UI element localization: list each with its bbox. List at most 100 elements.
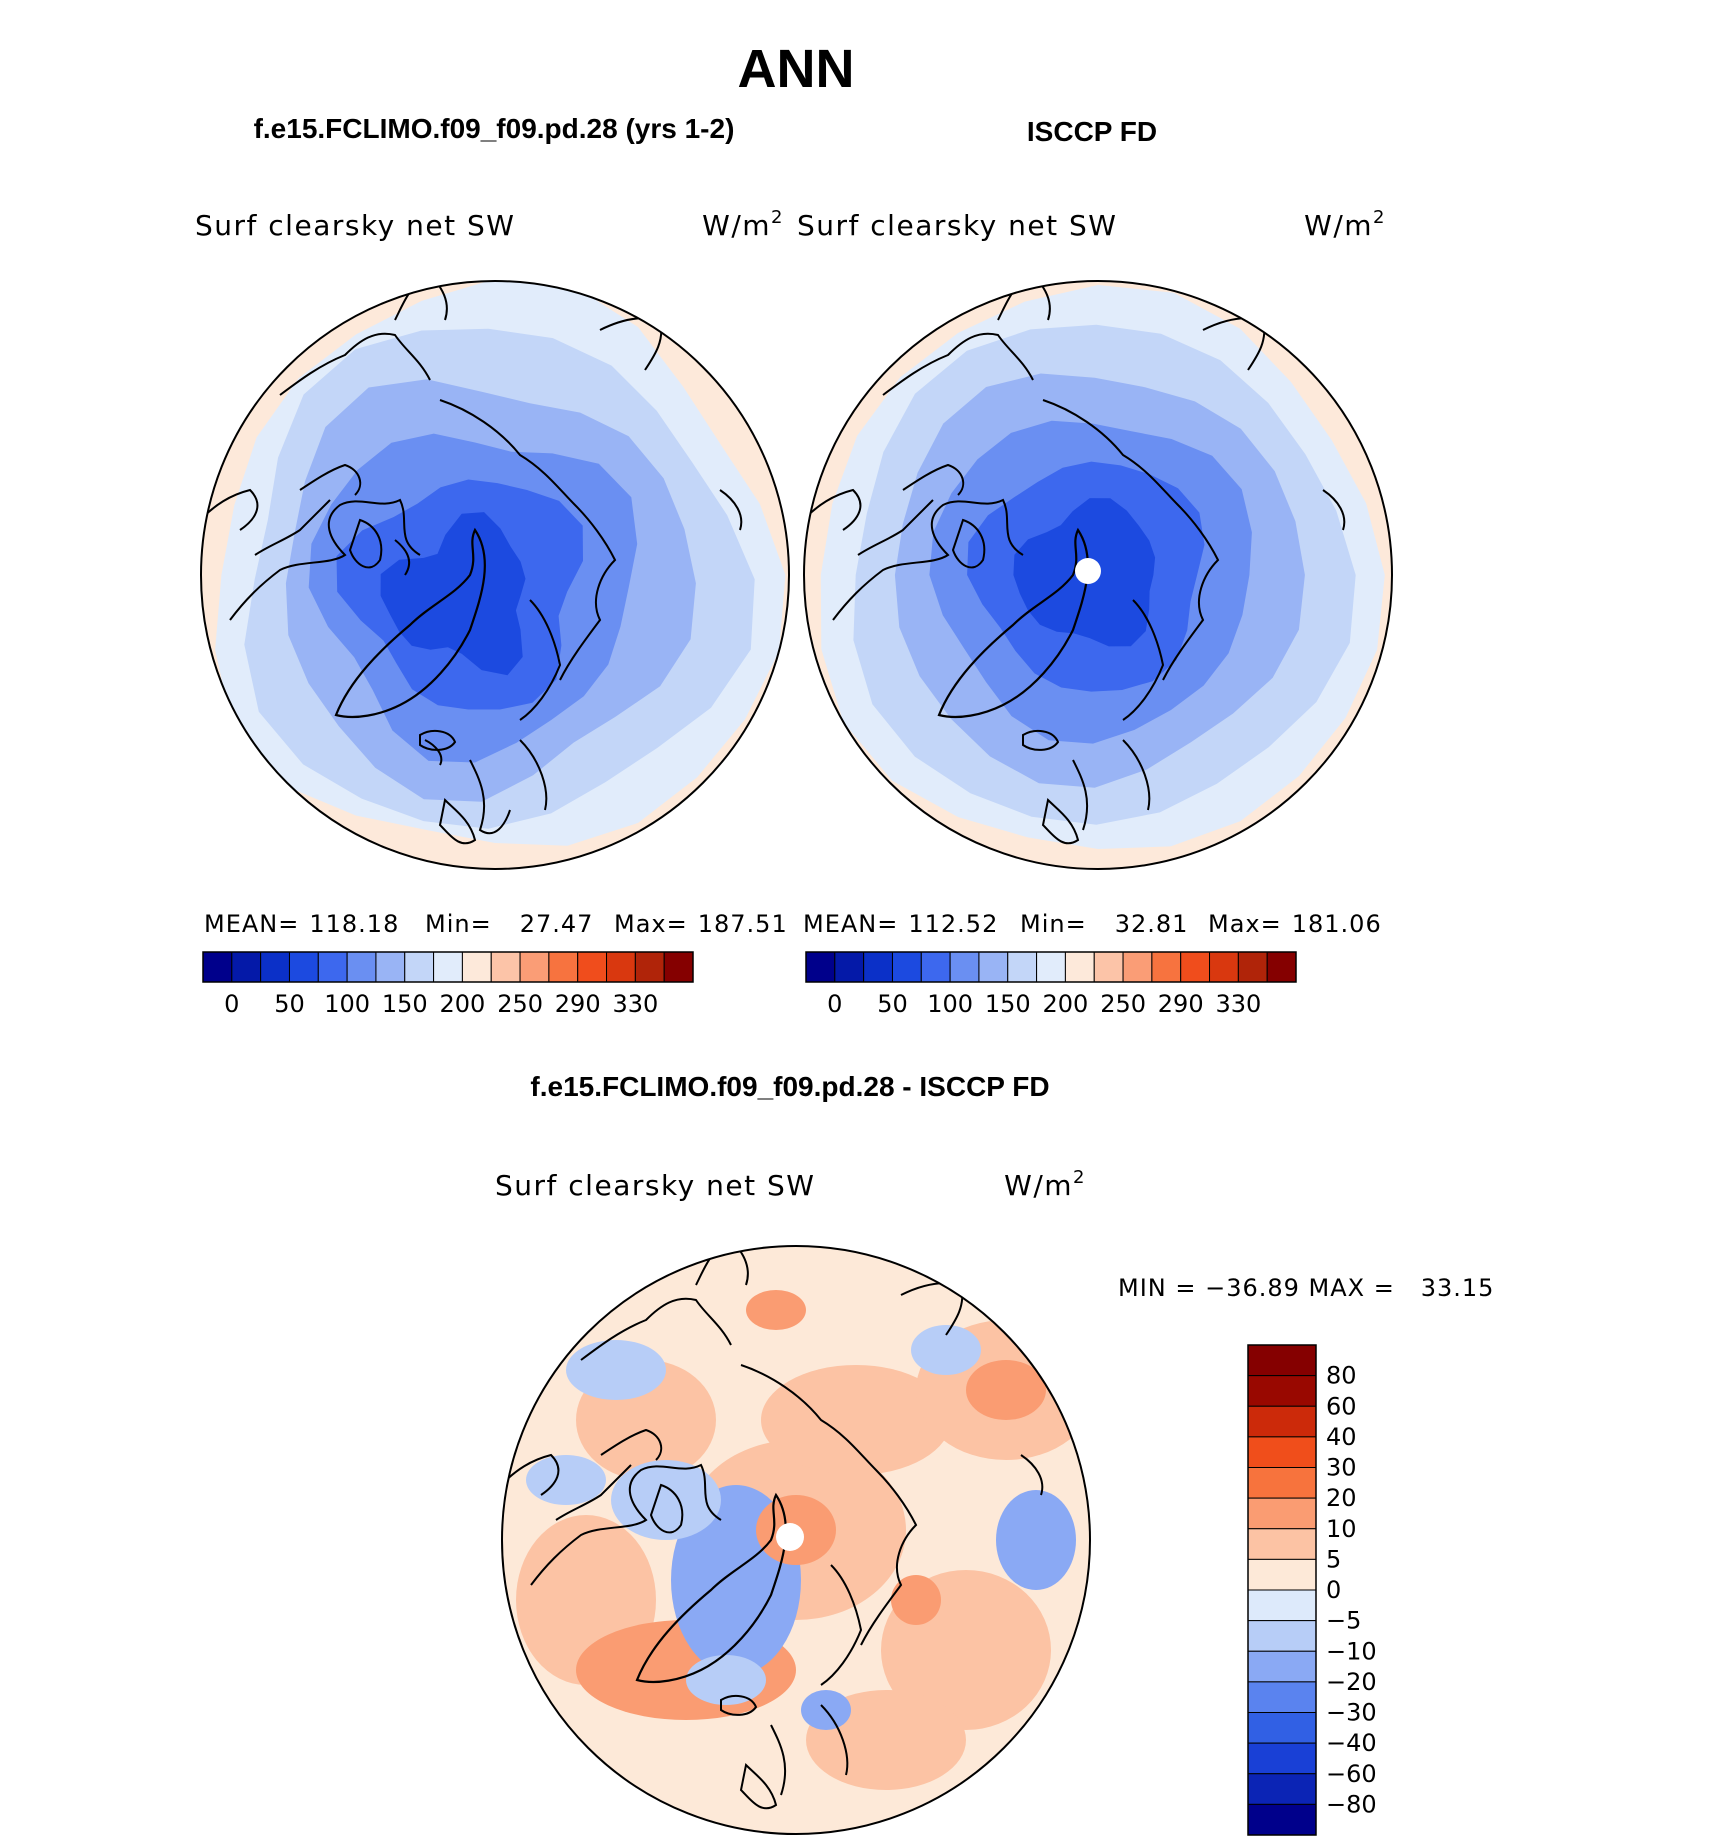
colorbar-swatch <box>834 951 865 983</box>
colorbar-tick-label: 100 <box>927 990 973 1018</box>
colorbar-swatch <box>1247 1742 1317 1775</box>
colorbar-tick-label: 150 <box>985 990 1031 1018</box>
colorbar-ticks: 0 50 100 150 200 250 290 330 <box>224 990 658 1018</box>
stats-max: Max= 181.06 <box>1208 910 1382 938</box>
colorbar-swatch <box>863 951 893 983</box>
coastline-iceland <box>1022 729 1060 751</box>
colorbar-swatch <box>1036 951 1066 983</box>
coastline-siberia <box>740 1364 918 1796</box>
colorbar-swatch <box>433 951 463 983</box>
coastline-canada <box>502 1428 722 1586</box>
contour-patch <box>746 1290 806 1330</box>
colorbar-tick-label: 60 <box>1326 1392 1357 1420</box>
colorbar-tick-label: 150 <box>382 990 428 1018</box>
colorbar-tick-label: 0 <box>1326 1576 1341 1604</box>
contour-patch <box>611 1460 721 1540</box>
contour-patch <box>996 1490 1076 1590</box>
colorbar-swatch <box>1237 951 1268 983</box>
colorbar-swatch <box>519 951 550 983</box>
map-polar <box>804 281 1392 869</box>
colorbar-swatch <box>1151 951 1182 983</box>
map-polar <box>201 281 789 869</box>
colorbar-tick-label: −40 <box>1326 1729 1377 1757</box>
colorbar-tick-label: 30 <box>1326 1454 1357 1482</box>
stats-line: MEAN= 112.52 <box>803 910 998 938</box>
coastline-siberia <box>439 399 617 835</box>
colorbar-swatch <box>288 951 319 983</box>
page-title: ANN <box>738 39 855 99</box>
contour-fill <box>516 1290 1090 1790</box>
contour-band <box>380 512 526 676</box>
units-label: W/m2 <box>1004 1167 1086 1202</box>
colorbar-frame <box>805 951 1297 983</box>
coastline-greenland <box>334 527 486 719</box>
contour-patch <box>566 1340 666 1400</box>
colorbar-swatch <box>1247 1405 1317 1438</box>
colorbar-swatch <box>260 951 290 983</box>
stats-max: Max= 187.51 <box>614 910 788 938</box>
colorbar-swatch <box>1064 951 1095 983</box>
colorbar-tick-label: 250 <box>497 990 543 1018</box>
coastline-alaska <box>279 281 448 396</box>
coastline-iceland <box>419 729 457 751</box>
units-label: W/m2 <box>1304 207 1386 242</box>
colorbar-swatch <box>1247 1497 1317 1530</box>
contour-patch <box>891 1575 941 1625</box>
coastline-uk <box>739 1762 778 1810</box>
contour-patch <box>526 1455 606 1505</box>
colorbar-swatch <box>1266 951 1297 983</box>
colorbar-tick-label: 100 <box>324 990 370 1018</box>
colorbar-ticks: 0 50 100 150 200 250 290 330 <box>827 990 1261 1018</box>
colorbar-swatch <box>606 951 636 983</box>
variable-label: Surf clearsky net SW <box>797 209 1117 242</box>
panel-model: f.e15.FCLIMO.f09_f09.pd.28 (yrs 1-2) Sur… <box>195 113 790 1018</box>
colorbar-swatch <box>1209 951 1239 983</box>
colorbar-swatch <box>548 951 579 983</box>
colorbar-tick-label: −30 <box>1326 1699 1377 1727</box>
contour-fill <box>215 281 786 846</box>
units-label: W/m2 <box>702 207 784 242</box>
colorbar-tick-label: 290 <box>555 990 601 1018</box>
colorbar-tick-label: −5 <box>1326 1607 1361 1635</box>
colorbar-tick-label: −80 <box>1326 1790 1377 1818</box>
colorbar-tick-label: 330 <box>612 990 658 1018</box>
colorbar-swatch <box>634 951 665 983</box>
colorbar-swatch <box>1122 951 1153 983</box>
colorbar-swatch <box>577 951 608 983</box>
map-border <box>803 280 1393 870</box>
colorbar-swatch <box>461 951 492 983</box>
map-border <box>200 280 790 870</box>
colorbar-swatch <box>231 951 262 983</box>
pole-missing-marker <box>776 1523 804 1551</box>
colorbar-swatch <box>1247 1803 1317 1836</box>
colorbar <box>202 951 694 983</box>
coastline-iceland <box>720 1694 758 1716</box>
colorbar-swatch <box>1247 1467 1317 1499</box>
panel-difference: f.e15.FCLIMO.f09_f09.pd.28 - ISCCP FD Su… <box>495 1071 1494 1836</box>
colorbar-tick-label: −20 <box>1326 1668 1377 1696</box>
colorbar-tick-label: −10 <box>1326 1637 1377 1665</box>
contour-patch <box>761 1365 951 1475</box>
colorbar-tick-label: 0 <box>224 990 239 1018</box>
variable-label: Surf clearsky net SW <box>195 209 515 242</box>
minmax-label: MIN = −36.89 MAX = 33.15 <box>1118 1274 1494 1302</box>
colorbar-frame <box>1247 1344 1317 1836</box>
colorbar-swatch <box>1247 1558 1317 1591</box>
colorbar-swatch <box>1247 1712 1317 1744</box>
colorbar-swatch <box>202 951 233 983</box>
colorbar-swatch <box>490 951 521 983</box>
colorbar-swatch <box>949 951 980 983</box>
variable-label: Surf clearsky net SW <box>495 1169 815 1202</box>
colorbar-tick-label: 200 <box>1042 990 1088 1018</box>
colorbar-tick-label: 290 <box>1158 990 1204 1018</box>
map-border <box>501 1245 1091 1835</box>
stats-min: Min= 32.81 <box>1020 910 1188 938</box>
colorbar-tick-label: 50 <box>877 990 908 1018</box>
colorbar-swatch <box>1247 1650 1317 1683</box>
pole-missing-marker <box>1075 558 1101 584</box>
colorbar-swatch <box>920 951 951 983</box>
coastline-alaska <box>580 1246 749 1361</box>
colorbar-tick-label: 0 <box>827 990 842 1018</box>
colorbar-swatch <box>346 951 377 983</box>
